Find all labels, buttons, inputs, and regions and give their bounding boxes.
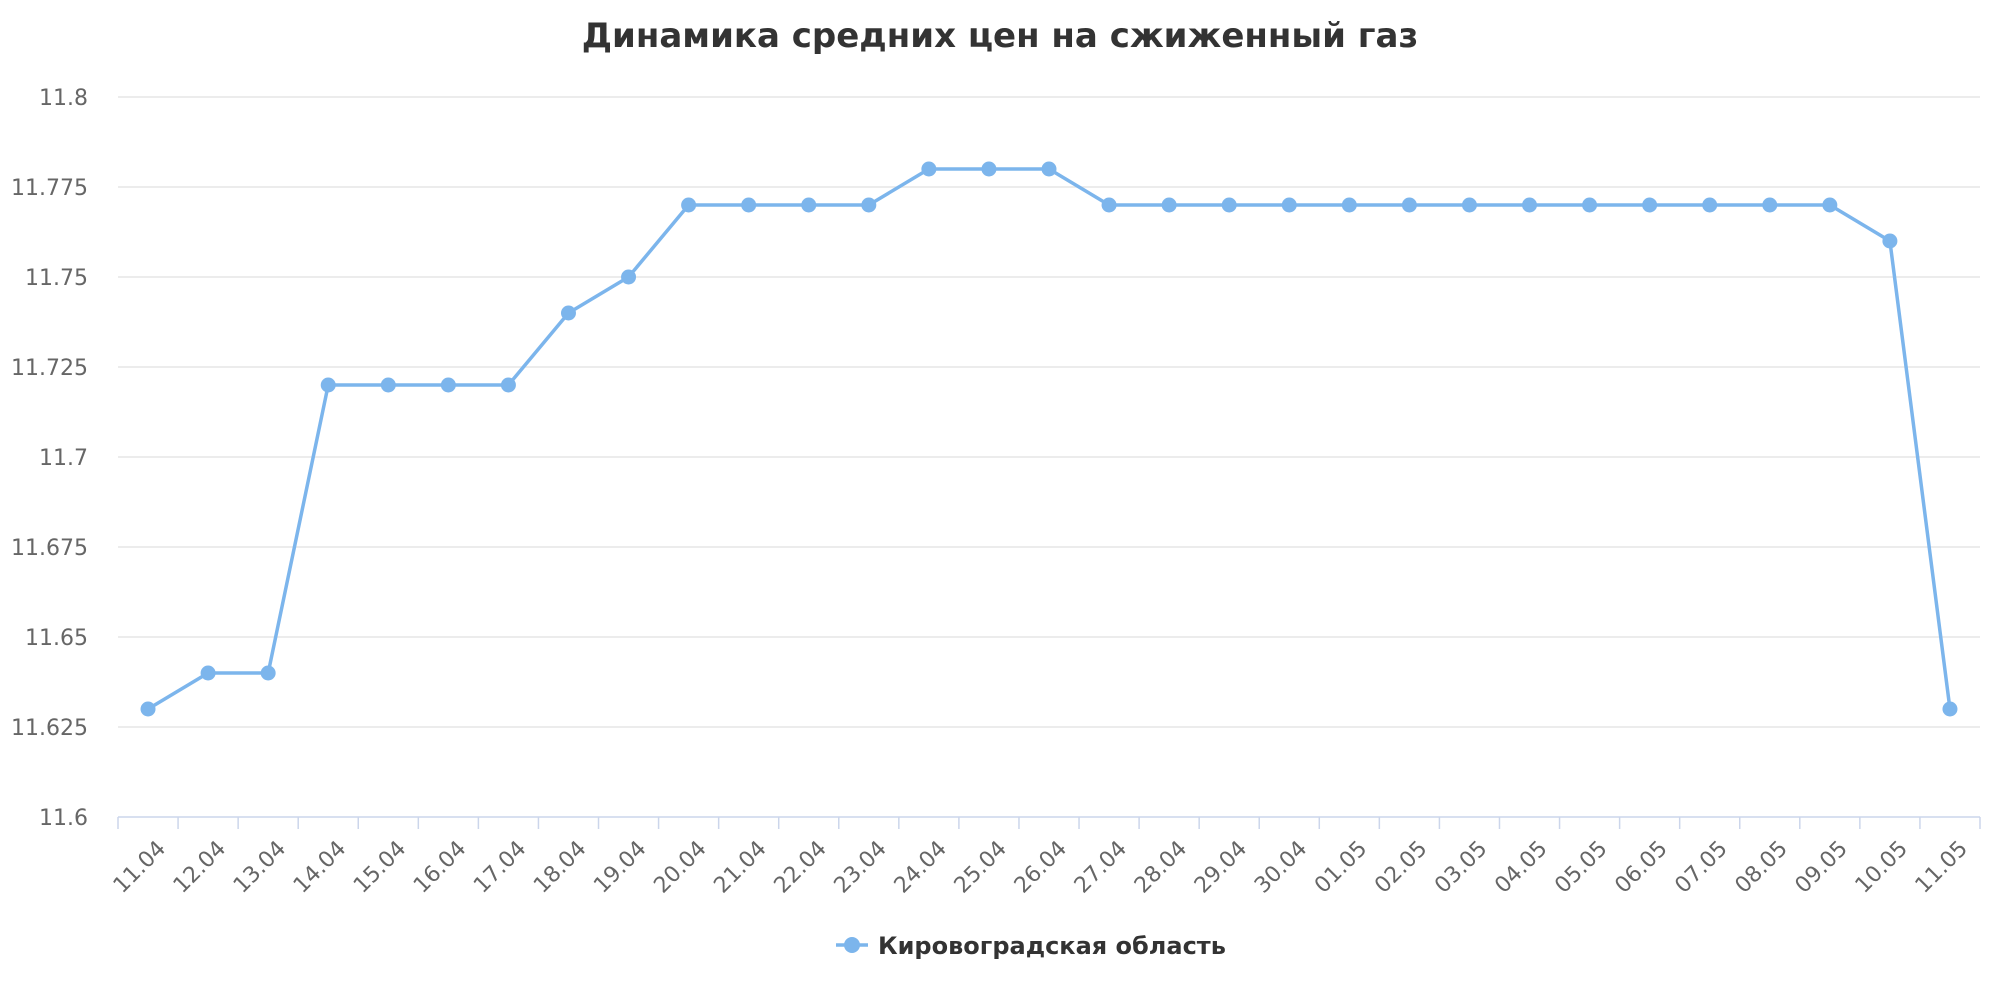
data-point[interactable] (1942, 701, 1958, 717)
data-point[interactable] (1582, 197, 1598, 213)
data-point[interactable] (801, 197, 817, 213)
data-point[interactable] (1461, 197, 1477, 213)
x-tick-label: 12.04 (169, 836, 231, 898)
data-point[interactable] (1281, 197, 1297, 213)
data-point[interactable] (1702, 197, 1718, 213)
series-layer (140, 161, 1958, 717)
data-point[interactable] (1822, 197, 1838, 213)
data-point[interactable] (681, 197, 697, 213)
series-line (147, 167, 1952, 711)
y-tick-label: 11.625 (11, 716, 88, 741)
x-tick-label: 02.05 (1370, 836, 1432, 898)
data-point[interactable] (200, 665, 216, 681)
data-point[interactable] (260, 665, 276, 681)
data-point[interactable] (1041, 161, 1057, 177)
x-tick-label: 10.05 (1851, 836, 1913, 898)
data-point[interactable] (1882, 233, 1898, 249)
data-point[interactable] (1341, 197, 1357, 213)
x-tick-label: 16.04 (409, 836, 471, 898)
x-tick-label: 03.05 (1430, 836, 1492, 898)
legend-item[interactable]: Кировоградская область (836, 932, 1226, 960)
y-tick-label: 11.775 (11, 176, 88, 201)
x-tick-label: 18.04 (529, 836, 591, 898)
data-point[interactable] (140, 701, 156, 717)
x-tick-label: 06.05 (1610, 836, 1672, 898)
x-tick-label: 07.05 (1670, 836, 1732, 898)
x-tick-label: 19.04 (589, 836, 651, 898)
x-tick-label: 30.04 (1250, 836, 1312, 898)
x-tick-label: 20.04 (649, 836, 711, 898)
data-point[interactable] (861, 197, 877, 213)
x-tick-label: 05.05 (1550, 836, 1612, 898)
x-tick-label: 29.04 (1190, 836, 1252, 898)
y-tick-label: 11.8 (39, 86, 88, 111)
x-tick-label: 04.05 (1490, 836, 1552, 898)
data-point[interactable] (1522, 197, 1538, 213)
x-tick-label: 15.04 (349, 836, 411, 898)
data-point[interactable] (981, 161, 997, 177)
x-tick-label: 27.04 (1070, 836, 1132, 898)
data-point[interactable] (320, 377, 336, 393)
x-tick-label: 08.05 (1731, 836, 1793, 898)
x-tick-label: 13.04 (229, 836, 291, 898)
data-point[interactable] (560, 305, 576, 321)
data-point[interactable] (1762, 197, 1778, 213)
x-tick-label: 26.04 (1010, 836, 1072, 898)
data-point[interactable] (1401, 197, 1417, 213)
x-tick-label: 11.04 (109, 836, 171, 898)
data-point[interactable] (741, 197, 757, 213)
legend-marker (844, 937, 860, 953)
data-point[interactable] (440, 377, 456, 393)
x-tick-label: 21.04 (709, 836, 771, 898)
chart-title: Динамика средних цен на сжиженный газ (582, 16, 1419, 56)
y-axis-ticks: 11.6 11.625 11.65 11.675 11.7 11.725 11.75 11.7… (11, 86, 88, 831)
legend[interactable]: Кировоградская область (836, 932, 1226, 960)
x-tick-label: 11.05 (1911, 836, 1973, 898)
data-point[interactable] (500, 377, 516, 393)
x-tick-label: 17.04 (469, 836, 531, 898)
legend-label: Кировоградская область (878, 932, 1226, 960)
x-tick-label: 24.04 (890, 836, 952, 898)
data-point[interactable] (1161, 197, 1177, 213)
data-point[interactable] (1642, 197, 1658, 213)
y-tick-label: 11.725 (11, 356, 88, 381)
x-axis: 11.0412.0413.0414.0415.0416.0417.0418.04… (109, 816, 1981, 899)
x-tick-label: 28.04 (1130, 836, 1192, 898)
y-tick-label: 11.6 (39, 806, 88, 831)
x-tick-label: 25.04 (950, 836, 1012, 898)
y-tick-label: 11.675 (11, 536, 88, 561)
data-point[interactable] (921, 161, 937, 177)
data-point[interactable] (621, 269, 637, 285)
x-tick-label: 14.04 (289, 836, 351, 898)
y-tick-label: 11.7 (39, 446, 88, 471)
data-point[interactable] (1221, 197, 1237, 213)
x-tick-label: 23.04 (830, 836, 892, 898)
x-tick-label: 01.05 (1310, 836, 1372, 898)
gridlines (118, 96, 1980, 728)
x-tick-label: 09.05 (1791, 836, 1853, 898)
data-point[interactable] (1101, 197, 1117, 213)
y-tick-label: 11.75 (25, 266, 88, 291)
y-tick-label: 11.65 (25, 626, 88, 651)
x-tick-label: 22.04 (770, 836, 832, 898)
data-point[interactable] (380, 377, 396, 393)
